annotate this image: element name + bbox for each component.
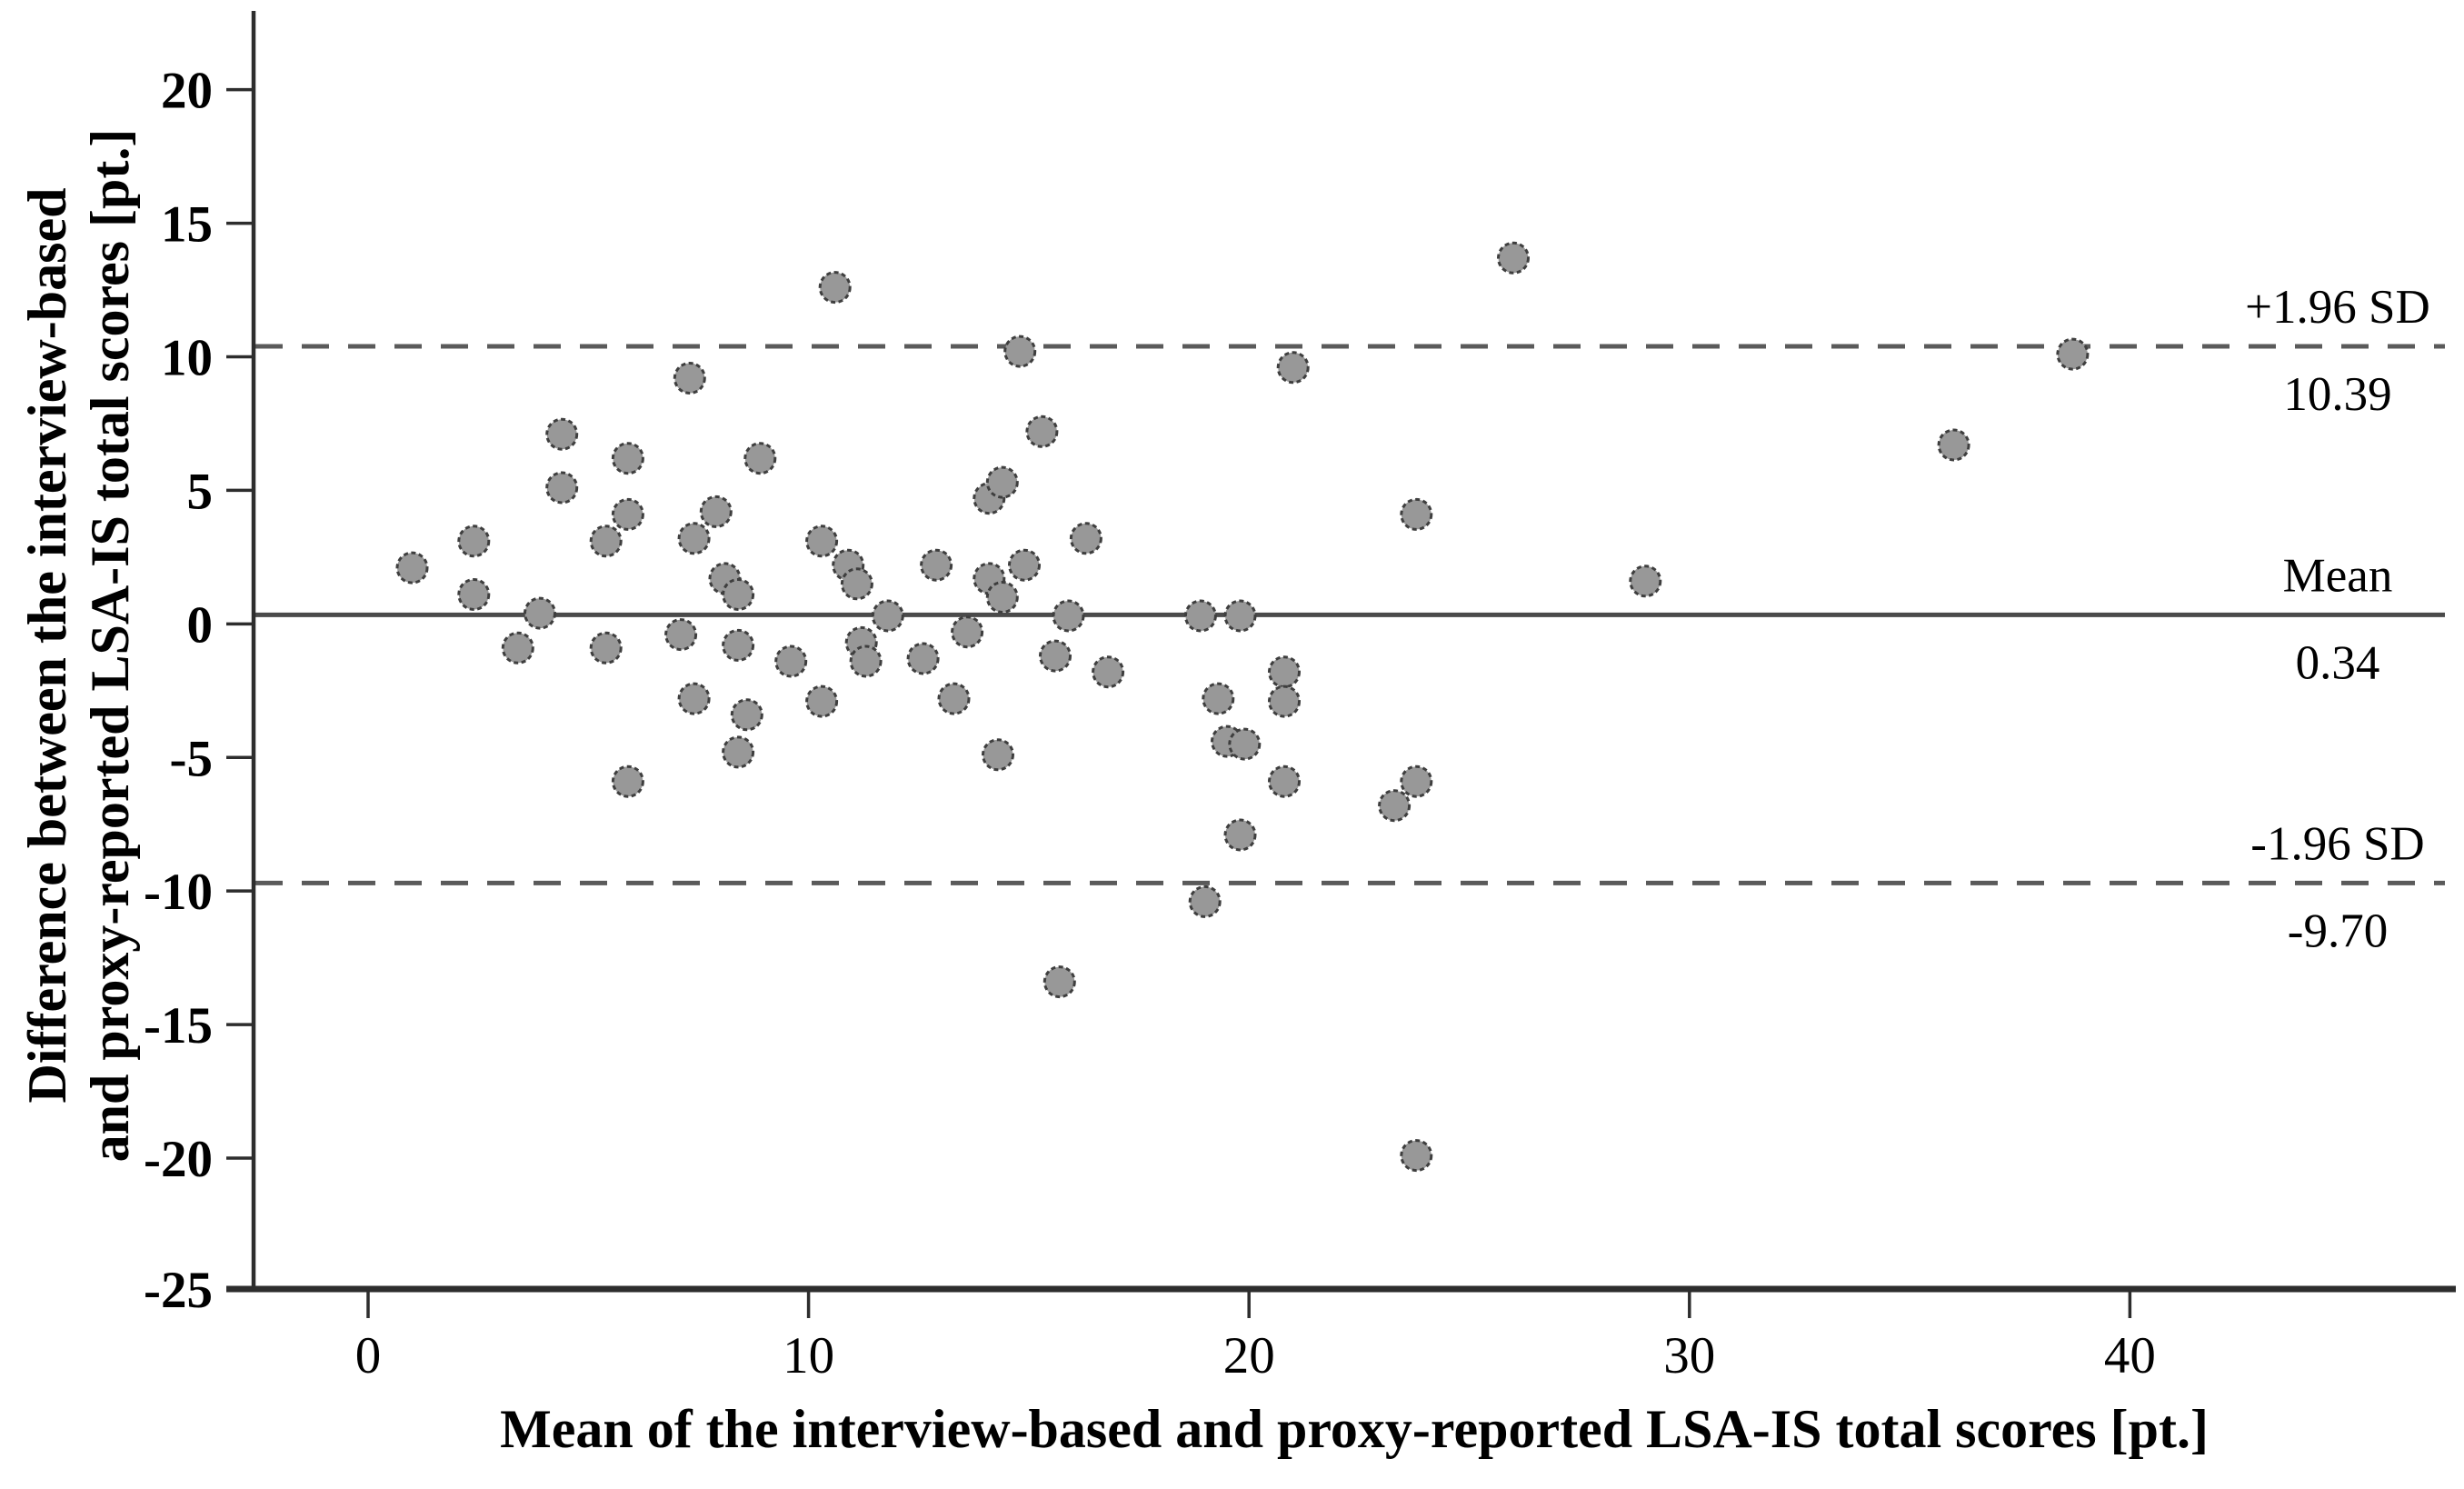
x-tick-label: 10 [783, 1327, 834, 1384]
ticks-layer: 20 15 10 5 0 -5 -10 -15 -20 -25 0 10 20 30 40 [144, 63, 2156, 1384]
data-point [1937, 428, 1970, 462]
data-point [1497, 241, 1530, 275]
data-point [545, 417, 579, 451]
y-tick-label: 15 [161, 196, 213, 254]
data-point [673, 362, 706, 395]
data-point [937, 682, 971, 715]
axes-layer [226, 11, 2456, 1293]
data-point [1400, 764, 1433, 798]
data-point [1276, 351, 1310, 385]
y-tick-label: -15 [144, 997, 213, 1054]
data-point [985, 581, 1019, 614]
x-tick-label: 30 [1663, 1327, 1715, 1384]
data-point [395, 551, 429, 585]
data-point [1042, 965, 1076, 999]
data-point [457, 525, 491, 558]
y-axis-title-line1: Difference between the interview-based [17, 188, 77, 1104]
upper-loa-label: +1.96 SD [2245, 281, 2430, 334]
y-tick-label: -10 [144, 864, 213, 921]
y-tick-label: -25 [144, 1262, 213, 1319]
data-point [524, 596, 556, 630]
data-point [1400, 497, 1433, 531]
y-tick-label: 0 [187, 596, 214, 654]
data-point [1052, 599, 1085, 633]
data-point [699, 495, 733, 528]
data-point [1003, 335, 1037, 368]
data-point [906, 642, 940, 675]
data-point [1039, 639, 1072, 673]
data-point [589, 525, 623, 558]
x-tick-label: 40 [2104, 1327, 2156, 1384]
data-point [951, 615, 984, 649]
data-point [920, 548, 953, 582]
mean-label: Mean [2283, 549, 2393, 602]
lower-loa-label: -1.96 SD [2250, 817, 2424, 870]
data-point [818, 271, 852, 305]
reference-lines-layer [255, 344, 2445, 885]
data-point [982, 738, 1014, 772]
data-point [1400, 1139, 1433, 1173]
data-point [1268, 764, 1301, 798]
data-point [730, 698, 763, 732]
data-point [722, 628, 755, 662]
data-point [1268, 685, 1301, 718]
y-axis-title-line2: and proxy-reported LSA-IS total scores [… [80, 129, 140, 1163]
data-point [545, 471, 579, 505]
data-point [722, 578, 755, 611]
data-point [1228, 727, 1262, 761]
upper-loa-value: 10.39 [2283, 368, 2391, 421]
data-point [1268, 655, 1301, 689]
data-point [611, 497, 644, 531]
data-point [1069, 522, 1102, 555]
x-tick-label: 20 [1223, 1327, 1275, 1384]
data-point [840, 567, 873, 601]
data-point [664, 618, 698, 652]
data-point [1092, 655, 1125, 689]
data-point [1223, 599, 1257, 633]
y-tick-label: 5 [187, 463, 214, 520]
data-point [985, 465, 1019, 499]
data-point [457, 578, 491, 611]
data-point [677, 522, 711, 555]
data-point [774, 645, 808, 678]
data-point [1223, 818, 1257, 852]
mean-value: 0.34 [2296, 636, 2380, 689]
y-tick-label: 20 [161, 63, 213, 120]
data-point [743, 442, 777, 475]
annotations-layer: +1.96 SD 10.39 Mean 0.34 -1.96 SD -9.70 [2245, 281, 2430, 957]
data-points-layer [395, 241, 2090, 1173]
data-point [1378, 789, 1412, 823]
data-point [611, 442, 644, 475]
y-tick-label: -20 [144, 1131, 213, 1188]
data-point [1183, 599, 1217, 633]
data-point [1629, 565, 1662, 598]
data-point [1188, 884, 1222, 918]
y-tick-label: 10 [161, 330, 213, 387]
data-point [1025, 415, 1059, 448]
lower-loa-value: -9.70 [2288, 904, 2388, 957]
data-point [871, 599, 904, 633]
data-point [677, 682, 711, 715]
y-tick-label: -5 [170, 730, 213, 787]
data-point [805, 525, 839, 558]
x-tick-label: 0 [355, 1327, 382, 1384]
data-point [1202, 682, 1235, 715]
data-point [611, 764, 644, 798]
data-point [2056, 337, 2090, 371]
data-point [589, 631, 623, 665]
data-point [1008, 548, 1041, 582]
data-point [849, 645, 883, 678]
data-point [501, 631, 534, 665]
x-axis-title: Mean of the interview-based and proxy-re… [500, 1399, 2209, 1459]
data-point [722, 735, 755, 769]
data-point [805, 685, 839, 718]
